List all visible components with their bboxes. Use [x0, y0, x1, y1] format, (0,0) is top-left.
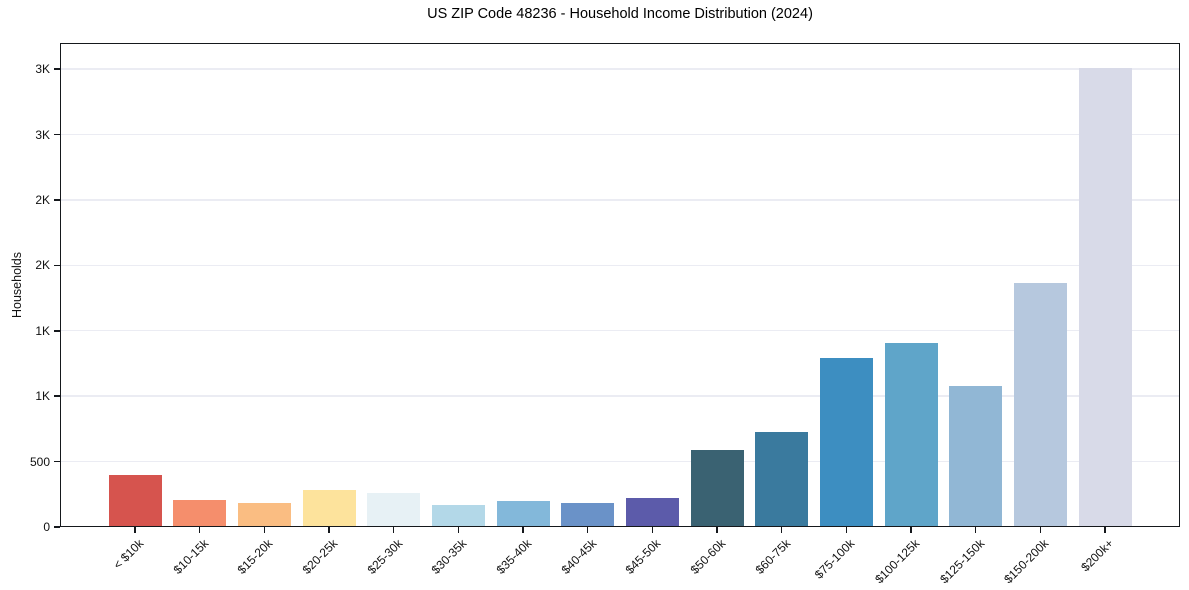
bar-60-75k	[755, 431, 809, 527]
x-tick-mark	[134, 527, 136, 533]
y-tick-mark	[54, 395, 60, 397]
x-tick-mark	[263, 527, 266, 533]
x-tick-mark	[1039, 527, 1042, 533]
x-tick-mark	[910, 527, 912, 533]
x-tick-mark	[974, 527, 977, 533]
x-tick-mark	[1104, 527, 1106, 533]
bar-10-15k	[173, 500, 227, 527]
x-tick-mark	[716, 527, 718, 533]
bar-35-40k	[496, 501, 550, 527]
y-tick-label: 1K	[35, 389, 50, 404]
x-tick-mark	[522, 527, 524, 533]
y-tick-label: 0	[43, 520, 50, 534]
gridline	[60, 460, 1180, 463]
x-tick-mark	[780, 527, 783, 533]
gridline	[60, 330, 1180, 332]
gridline	[60, 264, 1180, 267]
y-tick-mark	[54, 264, 60, 267]
bar-50-60k	[690, 449, 744, 527]
bar-150-200k	[1013, 283, 1067, 527]
y-tick-label: 500	[29, 454, 50, 469]
chart-title: US ZIP Code 48236 - Household Income Dis…	[427, 6, 813, 22]
bar-100-125k	[884, 342, 938, 527]
y-tick-mark	[54, 68, 60, 70]
x-tick-mark	[392, 527, 395, 533]
y-tick-mark	[54, 526, 60, 528]
gridline	[60, 199, 1180, 201]
y-tick-mark	[54, 133, 60, 136]
bar-25-30k	[367, 492, 421, 527]
y-tick-label: 1K	[35, 323, 50, 338]
plot-area-border	[60, 43, 1180, 527]
bar-75-100k	[819, 358, 873, 527]
gridline	[60, 68, 1180, 70]
gridline	[60, 395, 1180, 397]
bar-30-35k	[431, 504, 485, 527]
x-tick-mark	[845, 527, 848, 533]
bar-15-20k	[237, 503, 291, 527]
bar-40-45k	[561, 502, 615, 527]
gridline	[60, 133, 1180, 136]
y-tick-label: 2K	[35, 258, 50, 273]
bar-45-50k	[625, 497, 679, 527]
bar-125-150k	[949, 385, 1003, 527]
y-tick-label: 3K	[35, 62, 50, 77]
x-tick-mark	[457, 527, 460, 533]
x-tick-mark	[328, 527, 330, 533]
x-tick-mark	[586, 527, 589, 533]
x-tick-mark	[651, 527, 654, 533]
bar-200k	[1078, 67, 1132, 527]
x-tick-mark	[198, 527, 201, 533]
y-tick-label: 2K	[35, 192, 50, 207]
x-tick-label: < $10k	[110, 536, 147, 572]
bar-10k	[108, 475, 162, 527]
y-tick-mark	[54, 460, 60, 463]
bar-20-25k	[302, 489, 356, 527]
y-tick-label: 3K	[35, 127, 50, 142]
y-tick-mark	[54, 329, 60, 332]
y-tick-mark	[54, 199, 60, 201]
